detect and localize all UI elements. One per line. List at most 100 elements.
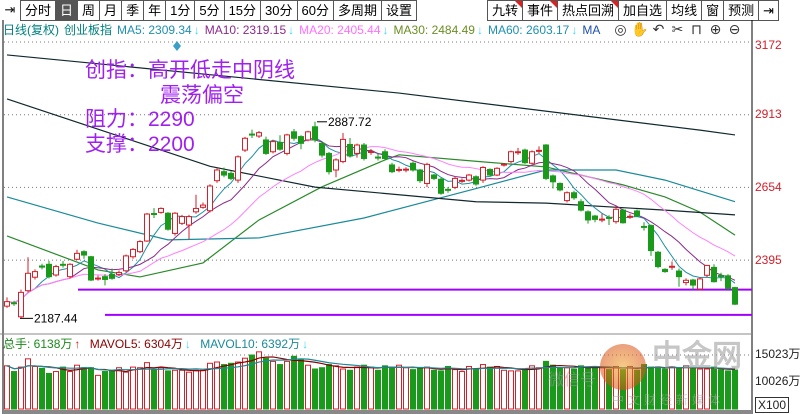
candle-body bbox=[207, 185, 213, 212]
down-arrow-icon: ↓ bbox=[476, 23, 483, 37]
index-name: 创业板指 bbox=[64, 23, 113, 37]
right-tab-3[interactable]: 加自选 bbox=[619, 0, 668, 21]
undo-icon[interactable]: ↶ bbox=[652, 21, 665, 37]
volume-bar bbox=[550, 364, 556, 410]
tab-11[interactable]: 多周期 bbox=[333, 0, 382, 21]
right-tab-0[interactable]: 九转 bbox=[487, 0, 524, 21]
scissors-icon[interactable]: ✂ bbox=[671, 21, 684, 37]
candle-body bbox=[326, 152, 332, 173]
volume-bar bbox=[221, 364, 227, 410]
zoom-out-icon[interactable]: ⊖ bbox=[728, 21, 741, 37]
volume-bar bbox=[32, 365, 38, 410]
candle-body bbox=[480, 166, 486, 181]
volume-bar bbox=[564, 367, 570, 410]
right-tab-1[interactable]: 事件 bbox=[523, 0, 559, 21]
candle-body bbox=[32, 271, 38, 278]
candle-body bbox=[95, 277, 101, 280]
volume-bar bbox=[263, 357, 269, 410]
volume-bar bbox=[480, 364, 486, 410]
tab-9[interactable]: 30分 bbox=[261, 0, 298, 21]
hand-icon[interactable]: ✋ bbox=[631, 21, 649, 37]
tab-5[interactable]: 年 bbox=[144, 0, 167, 21]
candle-body bbox=[452, 177, 458, 188]
right-tab-5[interactable]: 窗 bbox=[702, 0, 725, 21]
candle-body bbox=[312, 126, 318, 141]
tab-3[interactable]: 月 bbox=[100, 0, 123, 21]
chart-tools: ◎ ✋ ↶ ✂ ⊓ ⊕ ⊖ bbox=[612, 21, 743, 37]
volume-bar bbox=[375, 369, 381, 410]
candle-body bbox=[662, 268, 668, 273]
right-tab-2[interactable]: 热点回溯 bbox=[558, 0, 620, 21]
volume-bar bbox=[452, 369, 458, 410]
candle-body bbox=[648, 225, 654, 252]
annotation-line-2: 震荡偏空 bbox=[160, 84, 244, 107]
tab-1[interactable]: 日 bbox=[56, 0, 79, 21]
candle-body bbox=[158, 207, 164, 213]
lock-icon[interactable]: ⊓ bbox=[691, 21, 702, 37]
volume-bar bbox=[186, 371, 192, 410]
down-arrow-icon: ↓ bbox=[193, 23, 200, 37]
volume-bar bbox=[340, 368, 346, 410]
tab-6[interactable]: 1分 bbox=[166, 0, 196, 21]
down-arrow-icon: ↓ bbox=[184, 337, 191, 351]
tab-7[interactable]: 5分 bbox=[195, 0, 225, 21]
candle-body bbox=[508, 151, 514, 163]
volume-bar bbox=[445, 365, 451, 410]
collapse-arrow-icon[interactable]: ⇥ bbox=[759, 0, 780, 21]
volume-bar bbox=[711, 366, 717, 410]
candle-body bbox=[501, 163, 507, 166]
candle-body bbox=[4, 301, 10, 307]
right-tab-label: 均线 bbox=[671, 3, 698, 18]
volume-bar bbox=[599, 367, 605, 410]
volume-bar bbox=[522, 368, 528, 410]
volume-bar bbox=[60, 366, 66, 410]
candle-body bbox=[417, 169, 423, 182]
zoom-in-icon[interactable]: ⊕ bbox=[709, 21, 722, 37]
candle-body bbox=[130, 248, 136, 258]
candle-body bbox=[53, 266, 59, 276]
right-tab-4[interactable]: 均线 bbox=[667, 0, 703, 21]
volume-bar bbox=[606, 369, 612, 410]
ma-legend-item: MA10: 2319.15 ↓ bbox=[204, 23, 295, 37]
ma20-line bbox=[6, 146, 736, 304]
candle-body bbox=[732, 287, 738, 305]
candle-body bbox=[298, 136, 304, 144]
eye-icon[interactable]: ◎ bbox=[614, 21, 627, 37]
candle-body bbox=[403, 168, 409, 171]
mavol5-label: MAVOL5: 6304万 ↓ bbox=[89, 337, 191, 351]
candle-body bbox=[214, 169, 220, 182]
right-tab-label: 九转 bbox=[492, 3, 519, 18]
volume-bar bbox=[543, 360, 549, 410]
tab-2[interactable]: 周 bbox=[78, 0, 101, 21]
down-arrow-icon: ↓ bbox=[288, 23, 295, 37]
candle-body bbox=[613, 208, 619, 223]
volume-bar bbox=[424, 366, 430, 410]
candle-body bbox=[137, 241, 143, 253]
pin-arrow-icon[interactable]: ⇥ bbox=[4, 2, 16, 17]
ma-legend: 日线(复权) 创业板指 MA5: 2309.34 ↓ MA10: 2319.15 ↓ M… bbox=[3, 22, 610, 38]
volume-bar bbox=[494, 365, 500, 410]
right-tab-label: 窗 bbox=[706, 3, 720, 18]
candle-body bbox=[725, 275, 731, 289]
volume-bar bbox=[312, 368, 318, 410]
volume-bar bbox=[361, 364, 367, 410]
ma-legend-item: MA60: 2603.17 ↓ bbox=[487, 23, 578, 37]
candle-body bbox=[676, 270, 682, 278]
tab-4[interactable]: 季 bbox=[122, 0, 145, 21]
volume-bar bbox=[536, 367, 542, 410]
tab-10[interactable]: 60分 bbox=[297, 0, 334, 21]
volume-bar bbox=[354, 366, 360, 410]
volume-bar bbox=[676, 367, 682, 410]
volume-multiplier: X100 bbox=[755, 397, 790, 413]
candle-body bbox=[284, 134, 290, 154]
tab-12[interactable]: 设置 bbox=[381, 0, 417, 21]
candle-body bbox=[564, 192, 570, 202]
ma-legend-item: MA bbox=[582, 23, 601, 37]
tab-8[interactable]: 15分 bbox=[224, 0, 262, 21]
down-arrow-icon: ↓ bbox=[571, 23, 578, 37]
candle-body bbox=[11, 302, 17, 305]
volume-bar bbox=[431, 369, 437, 410]
tab-0[interactable]: 分时 bbox=[20, 0, 57, 21]
right-tab-6[interactable]: 预测 bbox=[724, 0, 760, 21]
